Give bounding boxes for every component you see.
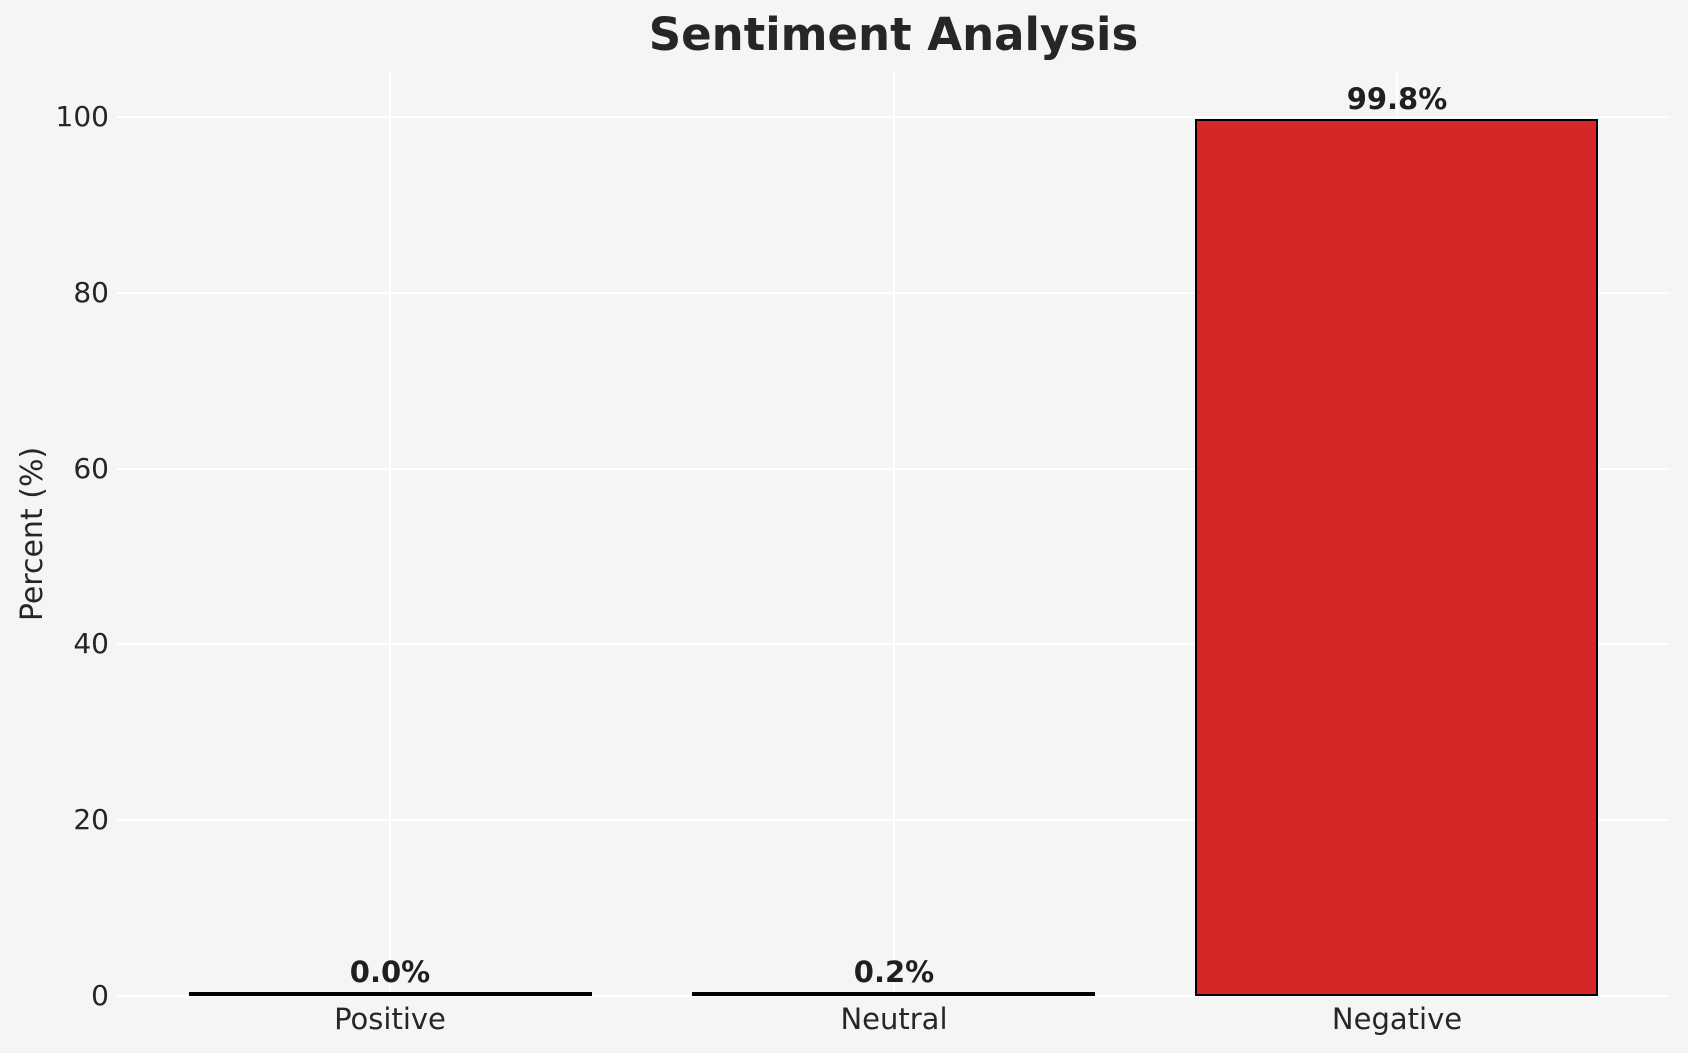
bar-value-label-neutral: 0.2% [853,955,935,989]
y-tick-label-100: 100 [55,99,109,133]
bar-value-label-positive: 0.0% [349,955,431,989]
y-tick-label-80: 80 [73,275,109,309]
gridline-x-positive [389,73,392,996]
y-tick-label-40: 40 [73,627,109,661]
gridline-x-neutral [892,73,895,996]
gridline-y-0 [117,995,1670,997]
bar-value-label-negative: 99.8% [1346,82,1448,116]
bar-positive [189,992,592,996]
x-tick-label-negative: Negative [1331,1002,1463,1036]
bar-neutral [692,992,1095,996]
y-tick-label-0: 0 [91,979,109,1012]
y-tick-label-60: 60 [73,451,109,485]
x-tick-label-positive: Positive [334,1002,446,1036]
plot-area: 0.0% Positive 0.2% Neutral 99.8% Negative [117,73,1670,1034]
chart-title: Sentiment Analysis [648,8,1139,61]
y-tick-label-20: 20 [73,803,109,837]
bar-negative [1195,119,1598,996]
x-tick-label-neutral: Neutral [840,1002,948,1036]
